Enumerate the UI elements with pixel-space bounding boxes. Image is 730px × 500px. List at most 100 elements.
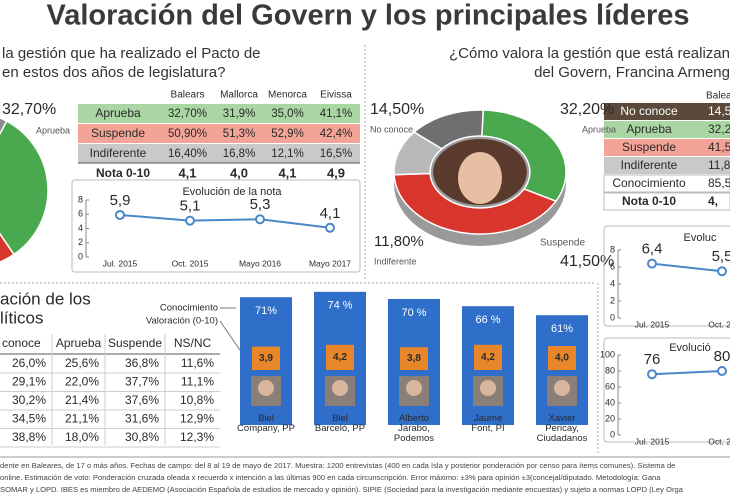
value-label: 61%	[551, 323, 573, 335]
point	[325, 222, 335, 233]
table-cell: 26,0%	[12, 356, 46, 370]
question-line: en estos dos años de legislatura?	[2, 64, 225, 81]
chart-title: Evolución de la nota	[182, 186, 282, 198]
value-label: 76	[644, 351, 661, 368]
table-cell: Conocimiento	[612, 176, 686, 190]
table-cell: 4,1	[278, 165, 296, 180]
photo	[458, 152, 502, 204]
point	[717, 266, 727, 277]
y-tick-label: 0	[78, 251, 83, 261]
table-cell: 18,0%	[65, 430, 99, 444]
table-cell: 29,1%	[12, 375, 46, 389]
table-row	[604, 139, 730, 156]
value-label: 3,9	[259, 353, 273, 364]
x-tick-label: Mayo 2016	[239, 258, 281, 268]
table-cell: 12,9%	[180, 412, 214, 426]
pie-slice	[393, 131, 444, 176]
table-row	[604, 103, 730, 120]
table-cell: 31,9%	[223, 108, 256, 120]
y-tick-label: 4	[78, 223, 83, 233]
value-label: 5,9	[110, 192, 131, 209]
x-tick-label: Oct. 20	[708, 319, 730, 329]
y-tick-label: 8	[78, 194, 83, 204]
table-header: Mallorca	[220, 90, 258, 101]
pie-slice	[0, 232, 15, 263]
page-title: Valoración del Govern y los principales …	[46, 0, 689, 32]
category-label: Suspende	[540, 238, 585, 249]
line	[651, 370, 723, 376]
chart-title: Evolució	[669, 342, 711, 354]
photo	[332, 380, 348, 396]
x-tick-label: Biel Barceló, PP	[315, 413, 365, 434]
line	[651, 262, 723, 273]
value-label: 32,70%	[2, 101, 56, 118]
table-cell: 41,5	[708, 140, 730, 154]
legend-label: Conocimiento	[160, 303, 218, 314]
question-line: del Govern, Francina Armeng	[534, 64, 730, 81]
table-cell: 85,5	[708, 176, 730, 190]
pie-slice	[481, 109, 567, 203]
value-label: 4,2	[333, 352, 347, 363]
line	[119, 213, 331, 229]
table-cell: No conoce	[620, 104, 678, 118]
table-header: Eivissa	[320, 90, 352, 101]
value-label: 66 %	[475, 314, 500, 326]
x-tick-label: Biel Company, PP	[237, 413, 295, 434]
table-row	[78, 124, 360, 143]
table-cell: 51,3%	[223, 128, 256, 140]
table-row	[604, 157, 730, 174]
value-label: 6,4	[642, 241, 663, 258]
table-cell: 30,8%	[125, 430, 159, 444]
table-cell: 41,1%	[320, 108, 353, 120]
table-row	[78, 104, 360, 123]
value-label: 4,1	[320, 205, 341, 222]
x-tick-label: Oct. 2015	[172, 258, 209, 268]
bar	[474, 344, 502, 370]
value-label: 5,1	[180, 198, 201, 215]
point	[185, 215, 195, 226]
point	[115, 209, 125, 220]
section-title: líticos	[0, 308, 43, 327]
x-tick-label: Mayo 2017	[309, 258, 351, 268]
table-cell: 11,8	[708, 158, 730, 172]
point	[647, 258, 657, 269]
table-cell: 4,9	[327, 165, 345, 180]
table-cell: 25,6%	[65, 356, 99, 370]
bar	[326, 344, 354, 370]
value-label: 4,2	[481, 352, 495, 363]
value-label: 71%	[255, 305, 277, 317]
category-label: No conoce	[370, 124, 413, 134]
bar	[548, 346, 576, 370]
photo	[406, 380, 422, 396]
table-cell: Suspende	[91, 126, 145, 140]
value-label: 32,20%	[560, 101, 614, 118]
chart-frame	[71, 179, 361, 273]
photo	[554, 380, 570, 396]
table-cell: 10,8%	[180, 393, 214, 407]
point	[647, 369, 657, 380]
table-cell: 14,5	[708, 104, 730, 118]
x-tick-label: Oct. 20	[708, 436, 730, 446]
table-cell: 34,5%	[12, 412, 46, 426]
value-label: 5,3	[250, 196, 271, 213]
section-title: ación de los	[0, 289, 91, 308]
value-label: 14,50%	[370, 101, 424, 118]
value-label: 74 %	[327, 300, 352, 312]
value-label: 70 %	[401, 307, 426, 319]
y-tick-label: 0	[610, 429, 615, 439]
y-tick-label: 0	[610, 312, 615, 322]
table-header: Aprueba	[56, 336, 102, 350]
y-tick-label: 20	[605, 413, 615, 423]
y-tick-label: 2	[610, 295, 615, 305]
table-cell: Suspende	[622, 140, 676, 154]
table-header: NS/NC	[174, 336, 212, 350]
table-cell: 11,1%	[181, 375, 214, 389]
chart-frame	[603, 337, 730, 443]
table-cell: 21,1%	[65, 412, 99, 426]
table-cell: 37,6%	[125, 393, 159, 407]
x-tick-label: Jul. 2015	[635, 436, 670, 446]
value-label: 80	[714, 348, 730, 365]
table-cell: 12,3%	[180, 430, 214, 444]
table-cell: 16,40%	[168, 148, 207, 160]
question-line: ¿Cómo valora la gestión que está realiza…	[449, 45, 730, 62]
